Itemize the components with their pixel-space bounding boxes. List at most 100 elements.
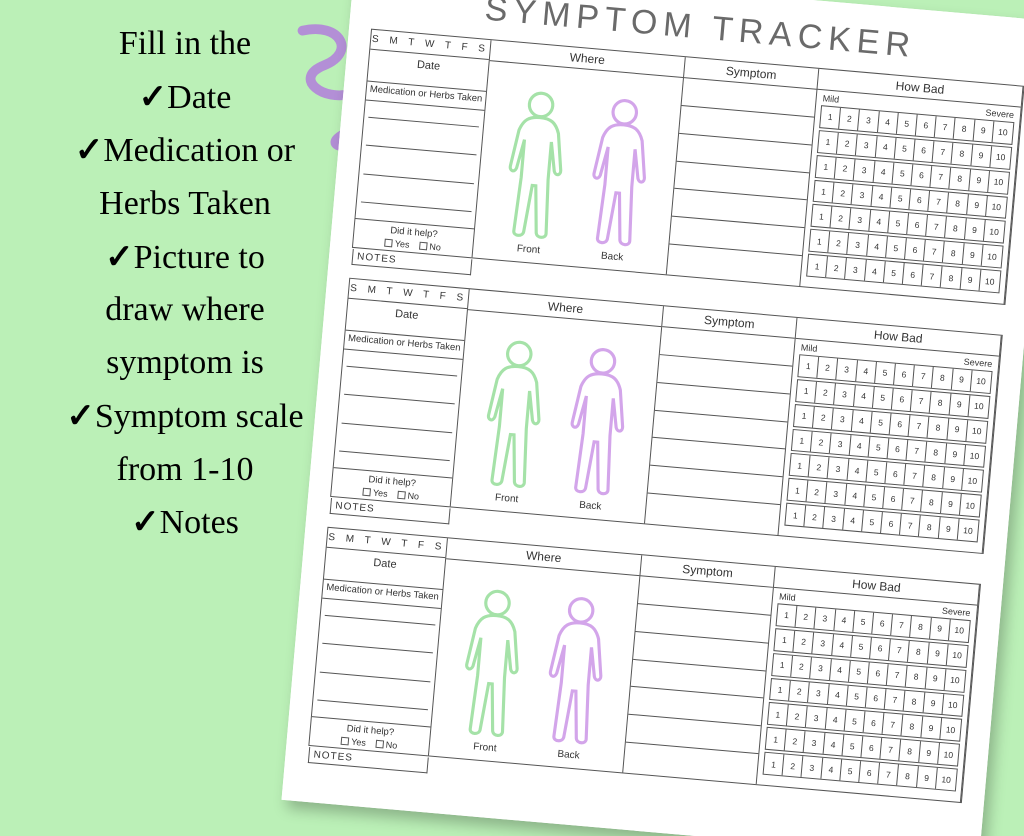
body-back-icon[interactable]: Back <box>554 341 640 515</box>
severity-cell[interactable]: 1 <box>820 106 841 128</box>
severity-cell[interactable]: 9 <box>923 692 944 714</box>
severity-cell[interactable]: 1 <box>814 181 835 203</box>
severity-cell[interactable]: 10 <box>982 245 1003 267</box>
severity-cell[interactable]: 9 <box>943 468 964 490</box>
severity-cell[interactable]: 8 <box>904 690 925 712</box>
severity-cell[interactable]: 3 <box>813 632 834 654</box>
severity-cell[interactable]: 9 <box>971 144 992 166</box>
body-front-icon[interactable]: Front <box>448 583 534 757</box>
severity-cell[interactable]: 5 <box>888 212 909 234</box>
severity-cell[interactable]: 5 <box>844 710 865 732</box>
severity-cell[interactable]: 4 <box>869 210 890 232</box>
severity-cell[interactable]: 5 <box>897 113 918 135</box>
severity-cell[interactable]: 8 <box>911 616 932 638</box>
severity-cell[interactable]: 5 <box>847 685 868 707</box>
severity-cell[interactable]: 5 <box>866 461 887 483</box>
severity-cell[interactable]: 9 <box>927 643 948 665</box>
severity-cell[interactable]: 9 <box>919 742 940 764</box>
severity-cell[interactable]: 3 <box>826 482 847 504</box>
severity-cell[interactable]: 1 <box>816 156 837 178</box>
severity-cell[interactable]: 4 <box>867 235 888 257</box>
severity-cell[interactable]: 9 <box>951 369 972 391</box>
severity-cell[interactable]: 6 <box>883 488 904 510</box>
severity-cell[interactable]: 2 <box>837 133 858 155</box>
severity-cell[interactable]: 6 <box>885 463 906 485</box>
body-front-icon[interactable]: Front <box>492 85 578 259</box>
severity-cell[interactable]: 10 <box>986 196 1007 218</box>
severity-cell[interactable]: 9 <box>917 766 938 788</box>
severity-cell[interactable]: 7 <box>902 489 923 511</box>
severity-cell[interactable]: 8 <box>928 417 949 439</box>
severity-cell[interactable]: 8 <box>908 641 929 663</box>
severity-cell[interactable]: 1 <box>796 380 817 402</box>
severity-cell[interactable]: 7 <box>883 713 904 735</box>
severity-cell[interactable]: 2 <box>794 631 815 653</box>
severity-cell[interactable]: 8 <box>952 143 973 165</box>
severity-cell[interactable]: 2 <box>815 382 836 404</box>
severity-cell[interactable]: 6 <box>890 413 911 435</box>
severity-cell[interactable]: 5 <box>871 412 892 434</box>
severity-cell[interactable]: 6 <box>892 388 913 410</box>
severity-cell[interactable]: 8 <box>954 118 975 140</box>
severity-cell[interactable]: 3 <box>835 383 856 405</box>
severity-cell[interactable]: 1 <box>807 255 828 277</box>
severity-cell[interactable]: 2 <box>831 207 852 229</box>
medication-lines[interactable] <box>356 100 485 228</box>
severity-cell[interactable]: 3 <box>852 184 873 206</box>
severity-cell[interactable]: 4 <box>849 435 870 457</box>
severity-cell[interactable]: 8 <box>919 516 940 538</box>
severity-cell[interactable]: 8 <box>924 466 945 488</box>
severity-cell[interactable]: 1 <box>770 679 791 701</box>
severity-cell[interactable]: 4 <box>865 260 886 282</box>
severity-cell[interactable]: 4 <box>845 484 866 506</box>
severity-cell[interactable]: 9 <box>947 418 968 440</box>
severity-cell[interactable]: 7 <box>905 464 926 486</box>
severity-cell[interactable]: 9 <box>962 243 983 265</box>
severity-cell[interactable]: 3 <box>811 657 832 679</box>
severity-cell[interactable]: 2 <box>796 606 817 628</box>
severity-cell[interactable]: 9 <box>945 443 966 465</box>
severity-cell[interactable]: 9 <box>973 120 994 142</box>
severity-cell[interactable]: 5 <box>895 138 916 160</box>
severity-cell[interactable]: 2 <box>789 680 810 702</box>
severity-cell[interactable]: 9 <box>969 169 990 191</box>
severity-cell[interactable]: 4 <box>871 186 892 208</box>
severity-cell[interactable]: 5 <box>890 187 911 209</box>
severity-cell[interactable]: 6 <box>866 687 887 709</box>
severity-cell[interactable]: 5 <box>875 362 896 384</box>
severity-cell[interactable]: 1 <box>777 604 798 626</box>
severity-cell[interactable]: 10 <box>990 146 1011 168</box>
severity-cell[interactable]: 1 <box>774 629 795 651</box>
severity-cell[interactable]: 1 <box>812 205 833 227</box>
severity-cell[interactable]: 7 <box>889 639 910 661</box>
severity-cell[interactable]: 9 <box>960 268 981 290</box>
severity-cell[interactable]: 4 <box>825 708 846 730</box>
severity-cell[interactable]: 4 <box>828 684 849 706</box>
severity-cell[interactable]: 10 <box>988 171 1009 193</box>
severity-cell[interactable]: 3 <box>845 258 866 280</box>
severity-cell[interactable]: 8 <box>945 217 966 239</box>
severity-cell[interactable]: 1 <box>794 405 815 427</box>
severity-cell[interactable]: 2 <box>785 730 806 752</box>
severity-cell[interactable]: 3 <box>848 233 869 255</box>
severity-cell[interactable]: 8 <box>943 242 964 264</box>
body-back-icon[interactable]: Back <box>532 590 618 764</box>
severity-cell[interactable]: 4 <box>821 758 842 780</box>
severity-cell[interactable]: 5 <box>862 511 883 533</box>
severity-cell[interactable]: 3 <box>830 433 851 455</box>
severity-cell[interactable]: 10 <box>962 469 983 491</box>
severity-cell[interactable]: 2 <box>805 506 826 528</box>
severity-cell[interactable]: 3 <box>856 134 877 156</box>
severity-cell[interactable]: 7 <box>887 664 908 686</box>
severity-cell[interactable]: 6 <box>870 637 891 659</box>
severity-cell[interactable]: 5 <box>868 436 889 458</box>
severity-cell[interactable]: 6 <box>905 238 926 260</box>
severity-cell[interactable]: 10 <box>960 494 981 516</box>
severity-cell[interactable]: 3 <box>815 608 836 630</box>
severity-cell[interactable]: 2 <box>787 705 808 727</box>
severity-cell[interactable]: 4 <box>851 410 872 432</box>
severity-cell[interactable]: 10 <box>979 270 1000 292</box>
severity-cell[interactable]: 3 <box>802 756 823 778</box>
severity-cell[interactable]: 5 <box>840 760 861 782</box>
help-yes-checkbox[interactable]: Yes <box>363 487 388 499</box>
